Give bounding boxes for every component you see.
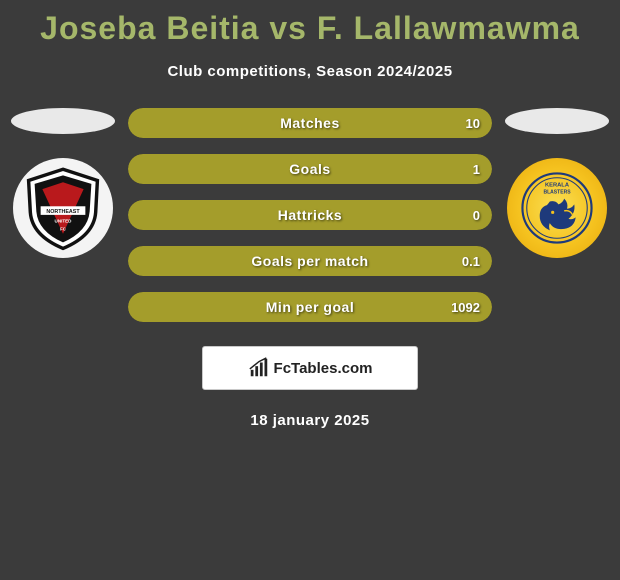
stat-value-right: 10 — [466, 108, 480, 138]
brand-text: FcTables.com — [274, 360, 373, 377]
subtitle: Club competitions, Season 2024/2025 — [0, 63, 620, 80]
right-player-column: KERALA BLASTERS — [502, 108, 612, 258]
stat-row: Min per goal1092 — [128, 292, 492, 322]
svg-text:FC: FC — [60, 226, 66, 231]
stat-label: Goals — [128, 154, 492, 184]
northeast-united-icon: NORTHEAST UNITED FC — [20, 165, 106, 251]
left-club-badge: NORTHEAST UNITED FC — [13, 158, 113, 258]
left-player-column: NORTHEAST UNITED FC — [8, 108, 118, 258]
stat-label: Hattricks — [128, 200, 492, 230]
comparison-body: NORTHEAST UNITED FC Matches10Goals1Hattr… — [0, 108, 620, 322]
stats-list: Matches10Goals1Hattricks0Goals per match… — [118, 108, 502, 322]
comparison-title: Joseba Beitia vs F. Lallawmawma — [0, 0, 620, 47]
svg-text:NORTHEAST: NORTHEAST — [46, 209, 80, 215]
stat-label: Matches — [128, 108, 492, 138]
svg-text:BLASTERS: BLASTERS — [543, 190, 571, 196]
date-text: 18 january 2025 — [0, 412, 620, 429]
right-club-badge: KERALA BLASTERS — [507, 158, 607, 258]
kerala-blasters-icon: KERALA BLASTERS — [521, 172, 593, 244]
stat-row: Hattricks0 — [128, 200, 492, 230]
stat-value-right: 1092 — [451, 292, 480, 322]
stat-row: Matches10 — [128, 108, 492, 138]
stat-row: Goals1 — [128, 154, 492, 184]
stat-label: Min per goal — [128, 292, 492, 322]
right-flag — [505, 108, 609, 134]
stat-value-right: 0 — [473, 200, 480, 230]
stat-value-right: 1 — [473, 154, 480, 184]
left-flag — [11, 108, 115, 134]
stat-row: Goals per match0.1 — [128, 246, 492, 276]
brand-box[interactable]: FcTables.com — [202, 346, 418, 390]
svg-text:KERALA: KERALA — [545, 182, 569, 188]
stat-value-right: 0.1 — [462, 246, 480, 276]
stat-label: Goals per match — [128, 246, 492, 276]
svg-text:UNITED: UNITED — [55, 219, 73, 224]
chart-icon — [248, 357, 270, 379]
